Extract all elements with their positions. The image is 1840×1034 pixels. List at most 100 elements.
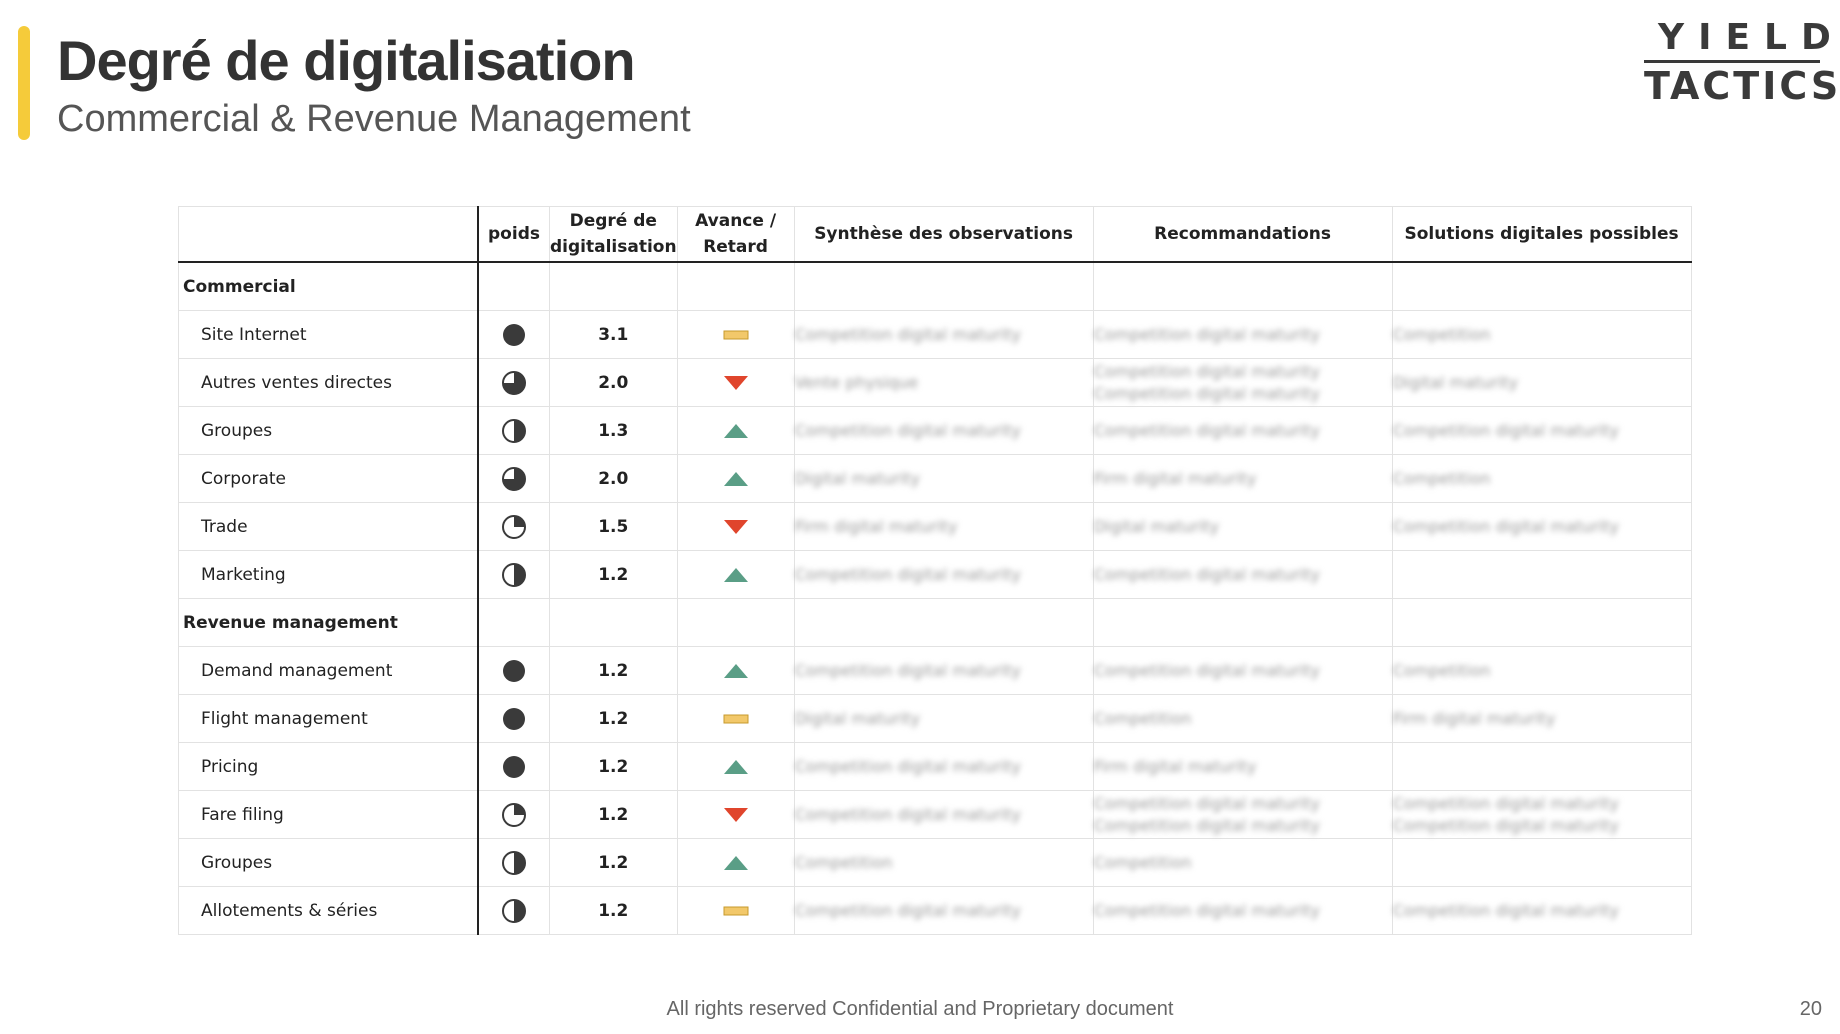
three-quarter-circle-icon	[477, 454, 550, 503]
observation-cell: Competition digital maturity	[793, 742, 1094, 791]
quarter-circle-icon	[477, 502, 550, 551]
green-up-triangle-icon	[676, 454, 795, 503]
degre-value: 2.0	[549, 454, 678, 503]
observation-cell: Competition digital maturity	[793, 646, 1094, 695]
recommendation-cell-text: Competition	[1093, 852, 1192, 872]
table-header-row: poids Degré de digitalisation Avance / R…	[178, 206, 1692, 263]
yellow-bar-icon	[676, 886, 795, 935]
observation-cell-text: Competition digital maturity	[794, 324, 1021, 344]
red-down-triangle-icon	[676, 502, 795, 551]
green-up-triangle-icon	[676, 550, 795, 599]
recommendation-cell-text: Competition digital maturity	[1093, 900, 1320, 920]
page-number: 20	[1799, 998, 1822, 1020]
observation-cell-text: Digital maturity	[794, 468, 921, 488]
three-quarter-circle-icon	[477, 358, 550, 407]
empty-cell	[477, 598, 550, 647]
recommendation-cell-text: Competition digital maturity	[1093, 383, 1320, 403]
yellow-bar-icon	[676, 694, 795, 743]
recommendation-cell: Competition digital maturity	[1092, 550, 1393, 599]
header-empty-cell	[178, 206, 479, 263]
row-label: Groupes	[178, 406, 479, 455]
solution-cell	[1391, 550, 1692, 599]
recommendation-cell: Competition digital maturity	[1092, 406, 1393, 455]
row-label: Corporate	[178, 454, 479, 503]
green-up-triangle-icon	[676, 406, 795, 455]
row-label: Allotements & séries	[178, 886, 479, 935]
observation-cell-text: Competition digital maturity	[794, 564, 1021, 584]
row-label: Trade	[178, 502, 479, 551]
recommendation-cell-text: Digital maturity	[1093, 516, 1220, 536]
row-label: Demand management	[178, 646, 479, 695]
observation-cell-text: Competition digital maturity	[794, 756, 1021, 776]
observation-cell: Digital maturity	[793, 454, 1094, 503]
header-avance-line1: Avance /	[695, 211, 777, 231]
solution-cell-text: Firm digital maturity	[1392, 708, 1556, 728]
table-row: Groupes 1.3 Competition digital maturity Co…	[178, 406, 1692, 455]
solution-cell: Competition	[1391, 454, 1692, 503]
solution-cell	[1391, 742, 1692, 791]
empty-cell	[1391, 261, 1692, 311]
green-up-triangle-icon	[676, 838, 795, 887]
digitalisation-table: poids Degré de digitalisation Avance / R…	[178, 206, 1692, 935]
table-row: Corporate 2.0 Digital maturity Firm digital…	[178, 454, 1692, 503]
red-down-triangle-icon	[676, 790, 795, 839]
solution-cell-text: Digital maturity	[1392, 372, 1519, 392]
header-degre-line2: digitalisation	[550, 237, 677, 257]
observation-cell: Competition	[793, 838, 1094, 887]
solution-cell: Firm digital maturity	[1391, 694, 1692, 743]
recommendation-cell: Competition digital maturity Competition …	[1092, 358, 1393, 407]
recommendation-cell: Competition digital maturity	[1092, 886, 1393, 935]
degre-value: 1.2	[549, 694, 678, 743]
half-circle-icon	[477, 550, 550, 599]
observation-cell: Competition digital maturity	[793, 550, 1094, 599]
empty-cell	[793, 598, 1094, 647]
recommendation-cell-text: Competition digital maturity	[1093, 420, 1320, 440]
quarter-circle-icon	[477, 790, 550, 839]
empty-cell	[549, 598, 678, 647]
page-title: Degré de digitalisation	[57, 29, 636, 92]
header-avance-line2: Retard	[703, 237, 768, 257]
header-recommandations: Recommandations	[1092, 206, 1393, 263]
recommendation-cell-text: Competition digital maturity	[1093, 361, 1320, 381]
recommendation-cell: Digital maturity	[1092, 502, 1393, 551]
header-avance: Avance / Retard	[676, 206, 795, 263]
recommendation-cell-text: Firm digital maturity	[1093, 756, 1257, 776]
row-label: Fare filing	[178, 790, 479, 839]
recommendation-cell-text: Competition	[1093, 708, 1192, 728]
solution-cell: Competition digital maturity	[1391, 406, 1692, 455]
header-solutions: Solutions digitales possibles	[1391, 206, 1692, 263]
table-body: Commercial Site Internet 3.1 Competition di…	[178, 261, 1692, 935]
table-row: Trade 1.5 Firm digital maturity Digital mat…	[178, 502, 1692, 551]
recommendation-cell: Competition digital maturity Competition …	[1092, 790, 1393, 839]
section-row: Revenue management	[178, 598, 1692, 647]
table-row: Marketing 1.2 Competition digital maturity…	[178, 550, 1692, 599]
solution-cell-text: Competition digital maturity	[1392, 815, 1619, 835]
recommendation-cell-text: Competition digital maturity	[1093, 660, 1320, 680]
observation-cell-text: Competition digital maturity	[794, 420, 1021, 440]
observation-cell-text: Competition digital maturity	[794, 804, 1021, 824]
degre-value: 1.2	[549, 550, 678, 599]
recommendation-cell: Competition digital maturity	[1092, 646, 1393, 695]
solution-cell-text: Competition digital maturity	[1392, 420, 1619, 440]
section-row: Commercial	[178, 261, 1692, 311]
table-row: Fare filing 1.2 Competition digital maturi…	[178, 790, 1692, 839]
empty-cell	[1092, 598, 1393, 647]
full-circle-icon	[477, 742, 550, 791]
row-label: Pricing	[178, 742, 479, 791]
table-row: Flight management 1.2 Digital maturity Comp…	[178, 694, 1692, 743]
recommendation-cell-text: Firm digital maturity	[1093, 468, 1257, 488]
section-label: Revenue management	[178, 598, 479, 647]
section-label: Commercial	[178, 261, 479, 311]
degre-value: 1.5	[549, 502, 678, 551]
observation-cell: Competition digital maturity	[793, 790, 1094, 839]
observation-cell-text: Digital maturity	[794, 708, 921, 728]
solution-cell: Competition	[1391, 646, 1692, 695]
logo-divider	[1644, 60, 1820, 63]
recommendation-cell-text: Competition digital maturity	[1093, 815, 1320, 835]
red-down-triangle-icon	[676, 358, 795, 407]
observation-cell: Competition digital maturity	[793, 406, 1094, 455]
half-circle-icon	[477, 406, 550, 455]
degre-value: 1.2	[549, 790, 678, 839]
solution-cell-text: Competition digital maturity	[1392, 516, 1619, 536]
full-circle-icon	[477, 694, 550, 743]
